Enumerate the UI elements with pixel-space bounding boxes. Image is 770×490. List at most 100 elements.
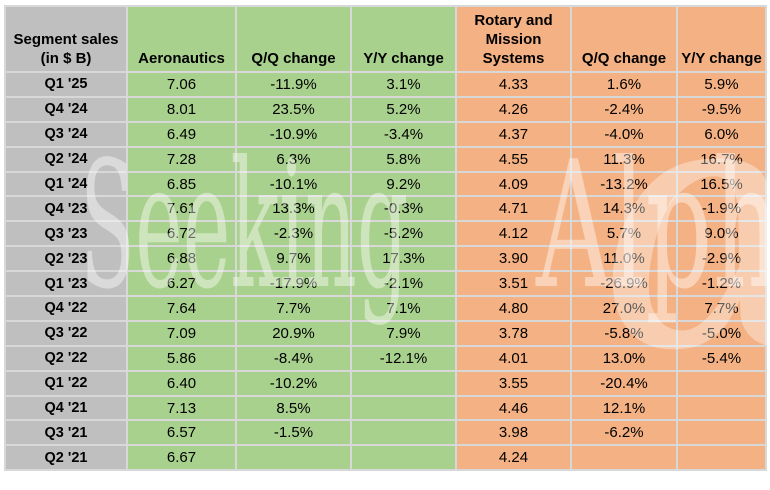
data-cell: 6.0%: [676, 120, 767, 148]
data-cell: 6.67: [126, 444, 237, 472]
data-cell: [570, 444, 678, 472]
data-cell: [676, 369, 767, 397]
data-cell: 13.3%: [235, 195, 352, 223]
data-cell: 6.88: [126, 245, 237, 273]
data-cell: -2.1%: [350, 270, 457, 298]
row-label: Q3 '24: [4, 120, 128, 148]
data-cell: -1.5%: [235, 419, 352, 447]
row-label: Q2 '22: [4, 344, 128, 372]
table-row: Q1 '24 6.85 -10.1% 9.2% 4.09 -13.2% 16.5%: [4, 170, 767, 198]
data-cell: 11.3%: [570, 145, 678, 173]
column-header-3: Y/Y change: [350, 5, 457, 73]
data-cell: [676, 419, 767, 447]
data-cell: -5.8%: [570, 319, 678, 347]
data-cell: 3.90: [455, 245, 572, 273]
data-cell: -8.4%: [235, 344, 352, 372]
column-header-1: Aeronautics: [126, 5, 237, 73]
data-cell: -6.2%: [570, 419, 678, 447]
data-cell: [350, 419, 457, 447]
data-cell: -1.9%: [676, 195, 767, 223]
data-cell: -2.9%: [676, 245, 767, 273]
column-header-4: Rotary and Mission Systems: [455, 5, 572, 73]
data-cell: 9.7%: [235, 245, 352, 273]
table-row: Q4 '23 7.61 13.3% -0.3% 4.71 14.3% -1.9%: [4, 195, 767, 223]
data-cell: 3.1%: [350, 71, 457, 98]
data-cell: 8.5%: [235, 394, 352, 422]
table-row: Q1 '23 6.27 -17.9% -2.1% 3.51 -26.9% -1.2%: [4, 270, 767, 298]
table-row: Q2 '21 6.67 4.24: [4, 444, 767, 472]
segment-sales-table: Segment sales (in $ B) Aeronautics Q/Q cha…: [4, 5, 767, 472]
data-cell: -4.0%: [570, 120, 678, 148]
data-cell: -11.9%: [235, 71, 352, 98]
data-cell: 5.7%: [570, 220, 678, 248]
row-label: Q4 '22: [4, 295, 128, 322]
row-label: Q1 '22: [4, 369, 128, 397]
table-row: Q3 '24 6.49 -10.9% -3.4% 4.37 -4.0% 6.0%: [4, 120, 767, 148]
table-row: Q1 '25 7.06 -11.9% 3.1% 4.33 1.6% 5.9%: [4, 71, 767, 98]
data-cell: 7.13: [126, 394, 237, 422]
data-cell: -20.4%: [570, 369, 678, 397]
data-cell: 14.3%: [570, 195, 678, 223]
data-cell: 11.0%: [570, 245, 678, 273]
data-cell: [350, 369, 457, 397]
row-label: Q1 '25: [4, 71, 128, 98]
data-cell: 16.5%: [676, 170, 767, 198]
table-row: Q2 '22 5.86 -8.4% -12.1% 4.01 13.0% -5.4%: [4, 344, 767, 372]
row-label: Q4 '23: [4, 195, 128, 223]
data-cell: 4.71: [455, 195, 572, 223]
table-row: Q2 '23 6.88 9.7% 17.3% 3.90 11.0% -2.9%: [4, 245, 767, 273]
table-row: Q4 '21 7.13 8.5% 4.46 12.1%: [4, 394, 767, 422]
data-cell: 1.6%: [570, 71, 678, 98]
data-cell: -5.4%: [676, 344, 767, 372]
data-cell: 3.78: [455, 319, 572, 347]
data-cell: 6.72: [126, 220, 237, 248]
data-cell: -2.3%: [235, 220, 352, 248]
row-label: Q2 '24: [4, 145, 128, 173]
row-label: Q3 '22: [4, 319, 128, 347]
data-cell: 4.12: [455, 220, 572, 248]
data-cell: 12.1%: [570, 394, 678, 422]
data-cell: 20.9%: [235, 319, 352, 347]
table-row: Q3 '22 7.09 20.9% 7.9% 3.78 -5.8% -5.0%: [4, 319, 767, 347]
table-row: Q4 '22 7.64 7.7% 7.1% 4.80 27.0% 7.7%: [4, 295, 767, 322]
data-cell: 4.24: [455, 444, 572, 472]
column-header-0: Segment sales (in $ B): [4, 5, 128, 73]
data-cell: -5.2%: [350, 220, 457, 248]
row-label: Q2 '23: [4, 245, 128, 273]
data-cell: 16.7%: [676, 145, 767, 173]
data-cell: -12.1%: [350, 344, 457, 372]
data-cell: 4.33: [455, 71, 572, 98]
data-cell: -3.4%: [350, 120, 457, 148]
header-row: Segment sales (in $ B) Aeronautics Q/Q cha…: [4, 5, 767, 73]
data-cell: 7.7%: [235, 295, 352, 322]
table-row: Q1 '22 6.40 -10.2% 3.55 -20.4%: [4, 369, 767, 397]
row-label: Q2 '21: [4, 444, 128, 472]
data-cell: 7.64: [126, 295, 237, 322]
data-cell: 8.01: [126, 95, 237, 123]
data-cell: 9.0%: [676, 220, 767, 248]
row-label: Q1 '24: [4, 170, 128, 198]
table-row: Q3 '21 6.57 -1.5% 3.98 -6.2%: [4, 419, 767, 447]
row-label: Q4 '24: [4, 95, 128, 123]
data-cell: 5.8%: [350, 145, 457, 173]
data-cell: 27.0%: [570, 295, 678, 322]
column-header-5: Q/Q change: [570, 5, 678, 73]
data-cell: -13.2%: [570, 170, 678, 198]
row-label: Q3 '21: [4, 419, 128, 447]
data-cell: 3.98: [455, 419, 572, 447]
data-cell: 4.80: [455, 295, 572, 322]
data-cell: 7.06: [126, 71, 237, 98]
data-cell: 6.27: [126, 270, 237, 298]
row-label: Q3 '23: [4, 220, 128, 248]
data-cell: -5.0%: [676, 319, 767, 347]
data-cell: 9.2%: [350, 170, 457, 198]
data-cell: 6.40: [126, 369, 237, 397]
data-cell: 5.2%: [350, 95, 457, 123]
data-cell: 6.57: [126, 419, 237, 447]
data-cell: 5.86: [126, 344, 237, 372]
data-cell: 23.5%: [235, 95, 352, 123]
table-row: Q4 '24 8.01 23.5% 5.2% 4.26 -2.4% -9.5%: [4, 95, 767, 123]
data-cell: -10.2%: [235, 369, 352, 397]
data-cell: [235, 444, 352, 472]
table-row: Q2 '24 7.28 6.3% 5.8% 4.55 11.3% 16.7%: [4, 145, 767, 173]
